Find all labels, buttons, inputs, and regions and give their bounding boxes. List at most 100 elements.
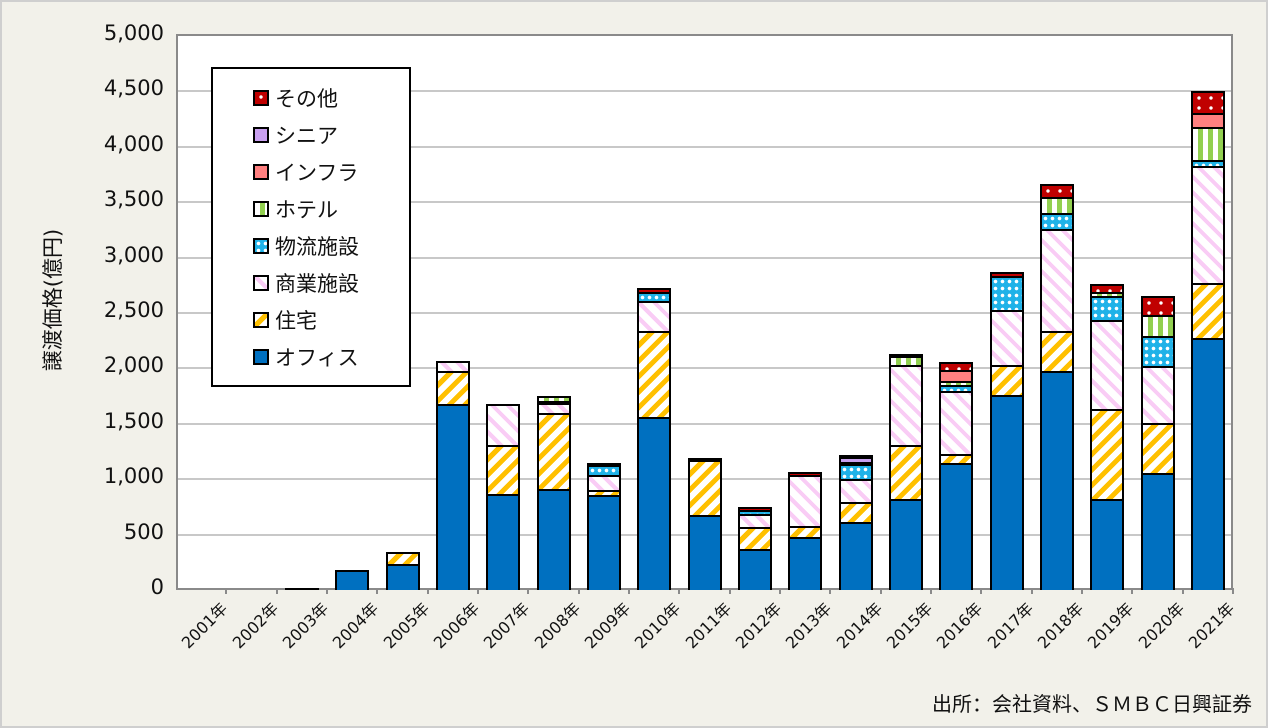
bar-segment-residential [637,331,672,418]
bar-segment-office [637,417,672,590]
bar-segment-office [989,395,1024,590]
bar-segment-commercial [486,403,521,446]
bar-segment-commercial [989,309,1024,366]
bar-segment-hotel [939,380,974,386]
legend-swatch-icon [253,349,269,365]
y-tick-label: 5,000 [103,21,164,45]
bar-segment-commercial [1140,365,1175,423]
legend-swatch-icon [253,90,269,106]
bar-segment-logistics [838,463,873,480]
bar-segment-hotel [1039,196,1074,213]
bar-segment-logistics [586,465,621,476]
bar-segment-office [385,563,420,590]
bar-segment-hotel [888,356,923,366]
bar-segment-logistics [989,275,1024,310]
bar-2011年 [687,36,722,590]
bar-segment-hotel [1190,127,1225,161]
x-tick [1081,588,1083,594]
bar-segment-residential [687,460,722,515]
bar-segment-commercial [1190,166,1225,284]
legend-swatch-icon [253,164,269,180]
bar-segment-residential [536,412,571,490]
bar-segment-other [939,362,974,371]
bar-2012年 [737,36,772,590]
legend-item-other: その他 [253,83,338,113]
legend-label: インフラ [275,161,359,185]
legend-swatch-icon [253,127,269,143]
legend-item-office: オフィス [253,342,359,372]
bar-2017年 [989,36,1024,590]
legend: その他 シニア インフラ ホテル 物流施設 商業施設 住宅 オフィス [211,67,411,387]
bar-segment-residential [1140,422,1175,474]
x-tick [577,588,580,594]
bar-segment-commercial [788,474,823,526]
bar-segment-residential [888,444,923,500]
x-tick [829,588,832,594]
bar-2015年 [888,36,923,590]
bar-segment-senior [838,456,873,463]
legend-label: 住宅 [275,309,317,333]
y-tick-label: 3,500 [103,187,164,212]
x-tick [930,588,932,594]
x-tick [980,588,983,594]
bar-segment-office [1140,473,1175,590]
bar-segment-residential [586,490,621,496]
bar-2008年 [536,36,571,590]
bar-segment-residential [939,454,974,463]
bar-segment-other [586,463,621,466]
bar-segment-hotel [1090,291,1125,297]
bar-segment-residential [435,370,470,404]
bar-segment-residential [1039,331,1074,372]
bar-segment-office [536,489,571,590]
bar-segment-other [1140,295,1175,315]
legend-label: 商業施設 [275,272,359,296]
bar-segment-commercial [888,365,923,445]
bar-segment-office [586,495,621,590]
bar-segment-residential [989,365,1024,395]
x-tick [678,588,681,594]
bar-segment-office [1090,498,1125,590]
bar-segment-logistics [1090,296,1125,321]
y-tick-label: 1,500 [103,408,164,433]
x-tick [628,588,630,594]
bar-2016年 [939,36,974,590]
bar-segment-office [939,462,974,590]
bar-2018年 [1039,36,1074,590]
bar-segment-office [1039,371,1074,590]
bar-segment-residential [486,445,521,494]
bar-segment-office [838,522,873,590]
legend-label: オフィス [275,346,359,370]
bar-segment-commercial [1090,320,1125,410]
bar-segment-other [737,506,772,510]
y-tick-label: 4,500 [103,76,164,101]
y-tick-label: 1,000 [103,464,164,489]
legend-label: その他 [275,87,338,111]
x-tick [275,588,278,594]
bar-segment-other [1039,184,1074,197]
y-tick-label: 2,500 [103,298,164,322]
x-tick [1232,588,1234,594]
bar-segment-office [888,499,923,590]
legend-item-commercial: 商業施設 [253,268,359,298]
bar-segment-residential [788,525,823,537]
bar-segment-commercial [1039,229,1074,332]
legend-swatch-icon [253,275,269,291]
bar-segment-residential [1090,409,1125,499]
bar-segment-other [788,472,823,475]
gridline [178,256,1231,259]
bar-segment-other [989,272,1024,276]
bar-segment-residential [737,526,772,550]
bar-segment-logistics [939,385,974,392]
bar-segment-other [637,288,672,292]
bar-2005年 [385,36,420,590]
legend-item-logistics: 物流施設 [253,231,359,261]
bar-2003年 [284,36,319,590]
legend-item-residential: 住宅 [253,305,317,335]
bar-segment-commercial [737,513,772,527]
bar-segment-logistics [536,400,571,403]
bar-segment-other [1090,284,1125,292]
bar-2009年 [586,36,621,590]
bar-segment-logistics [1140,335,1175,366]
bar-2021年 [1190,36,1225,590]
bar-2020年 [1140,36,1175,590]
